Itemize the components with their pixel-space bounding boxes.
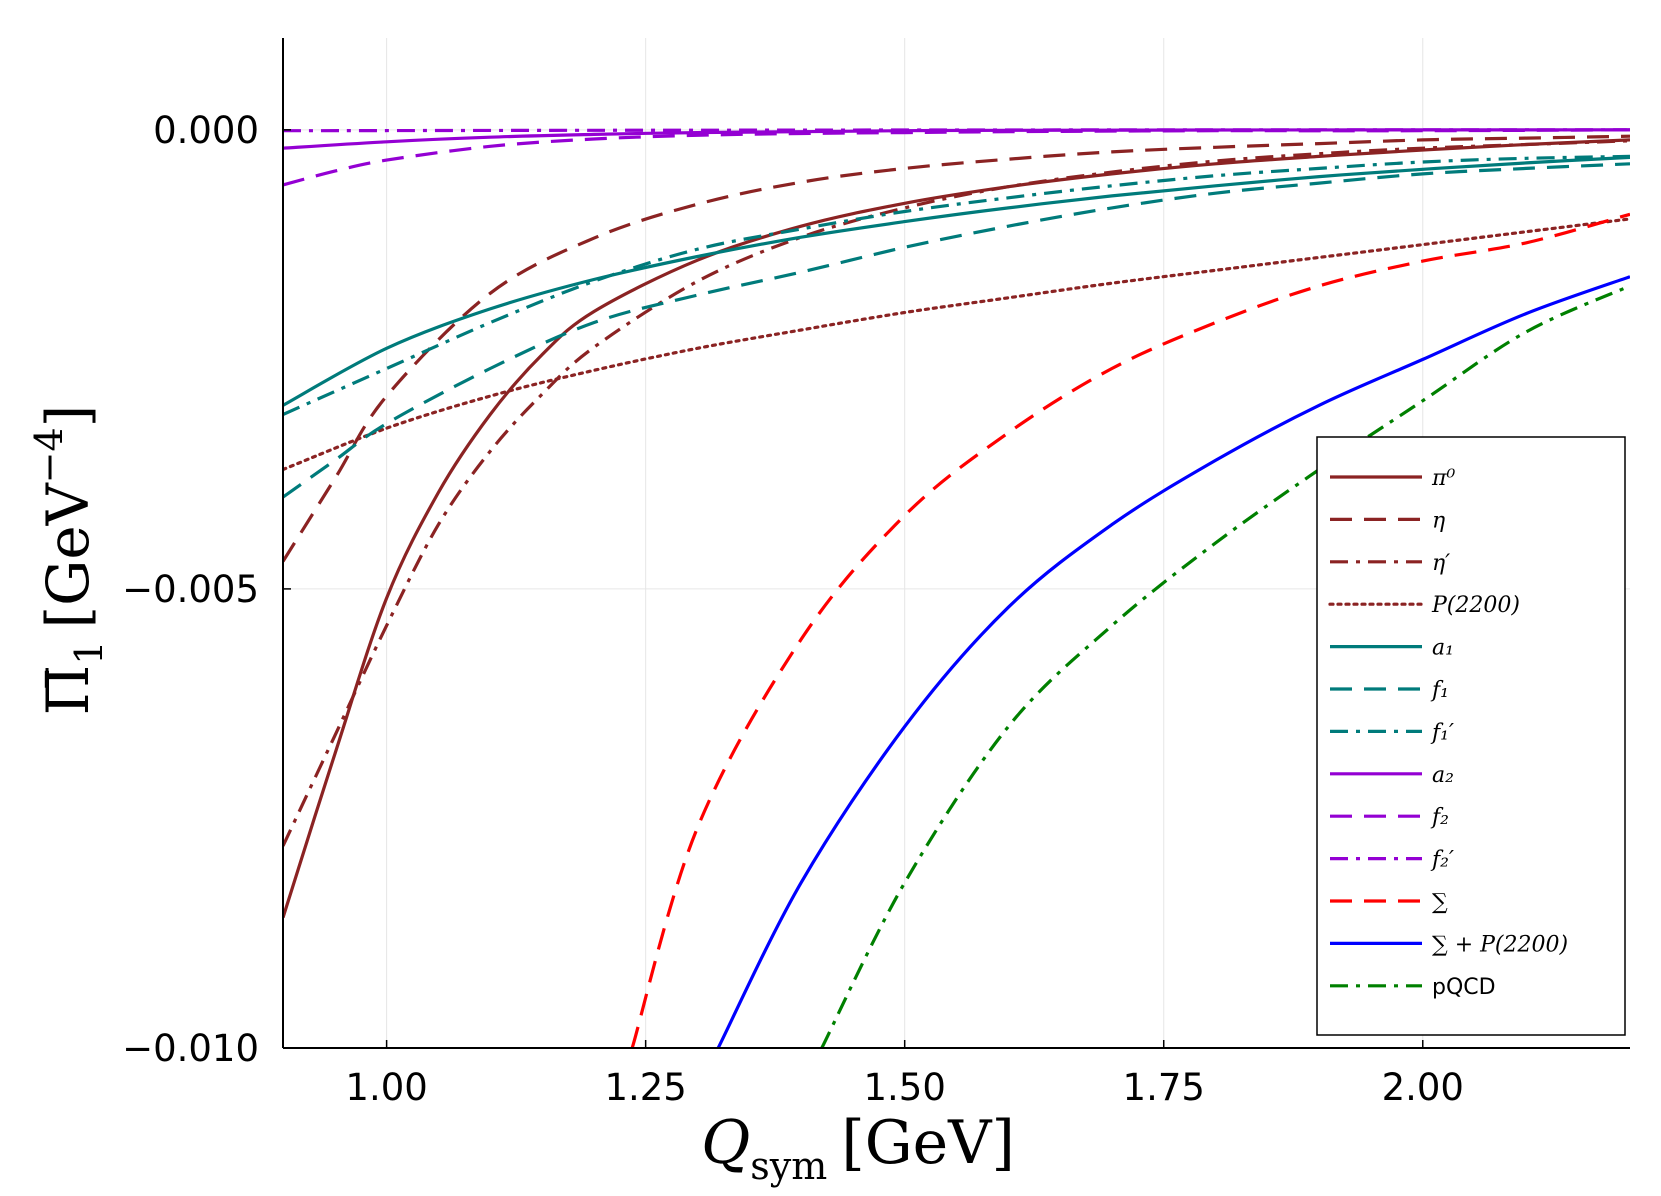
x-tick-label: 1.50	[863, 1066, 945, 1109]
series-line-4	[283, 155, 1630, 407]
series-line-0	[283, 138, 1630, 919]
y-axis-title-close: ]	[34, 405, 102, 428]
y-axis-title-unit: [GeV	[34, 482, 102, 628]
y-tick-label: −0.010	[122, 1027, 259, 1070]
legend-label-6: f₁′	[1430, 720, 1454, 745]
series-line-12	[820, 284, 1630, 1048]
legend-label-9: f₂′	[1430, 848, 1454, 873]
series-line-1	[283, 134, 1630, 563]
legend-label-1: η	[1432, 508, 1445, 533]
tick-labels: 1.00 1.25 1.50 1.75 2.00 0.000 −0.005 −0.010	[122, 109, 1464, 1109]
x-axis-title-sub: sym	[750, 1144, 827, 1188]
legend-label-2: η′	[1432, 551, 1450, 576]
y-axis-title-exp: −4	[27, 427, 71, 483]
x-tick-label: 1.75	[1123, 1066, 1205, 1109]
legend-label-3: P(2200)	[1431, 593, 1520, 618]
series-line-5	[283, 162, 1630, 499]
series-line-6	[283, 154, 1630, 416]
legend-label-0: π⁰	[1431, 466, 1455, 491]
y-tick-label: 0.000	[153, 109, 259, 152]
series-layer	[283, 128, 1630, 1048]
legend-label-4: a₁	[1432, 636, 1454, 661]
y-axis-title-sub: 1	[67, 641, 111, 665]
legend-label-12: pQCD	[1432, 975, 1496, 1000]
x-axis-title-unit: [GeV]	[841, 1108, 1015, 1178]
x-tick-label: 1.25	[604, 1066, 686, 1109]
axes	[282, 38, 1630, 1049]
x-axis-title-main: Q	[701, 1108, 750, 1178]
legend-label-7: a₂	[1432, 763, 1454, 788]
legend-label-5: f₁	[1430, 678, 1449, 703]
legend-label-8: f₂	[1430, 805, 1449, 830]
x-tick-label: 2.00	[1382, 1066, 1464, 1109]
series-line-11	[716, 275, 1630, 1048]
series-line-8	[283, 128, 1630, 187]
y-axis-title-main: Π̄	[34, 665, 102, 716]
y-tick-label: −0.005	[122, 568, 259, 611]
legend-label-10: ∑	[1432, 890, 1448, 915]
series-line-10	[630, 212, 1630, 1048]
series-line-3	[283, 217, 1630, 472]
y-axis-title: Π̄1 [GeV−4]	[27, 405, 111, 716]
x-axis-title: Qsym [GeV]	[701, 1108, 1015, 1188]
series-line-9	[283, 128, 1630, 133]
legend-label-11: ∑ + P(2200)	[1432, 932, 1568, 957]
x-tick-label: 1.00	[345, 1066, 427, 1109]
legend-box	[1316, 436, 1626, 1036]
legend: π⁰ η η′ P(2200) a₁ f₁ f₁′ a₂ f₂ f₂′ ∑ ∑ + P(2200) pQ…	[1316, 436, 1626, 1036]
